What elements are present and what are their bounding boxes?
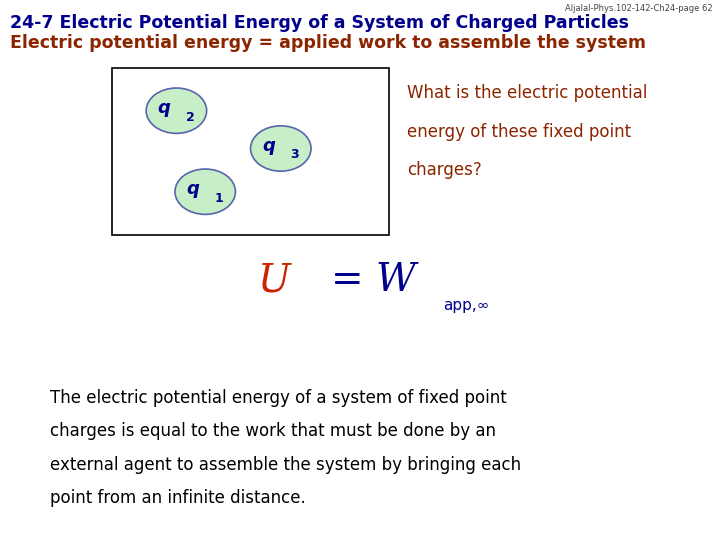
Text: charges?: charges?	[407, 161, 482, 179]
Text: point from an infinite distance.: point from an infinite distance.	[50, 489, 306, 507]
Text: q: q	[158, 99, 171, 117]
Text: Electric potential energy = applied work to assemble the system: Electric potential energy = applied work…	[10, 34, 646, 52]
Circle shape	[146, 88, 207, 133]
Circle shape	[175, 169, 235, 214]
Text: external agent to assemble the system by bringing each: external agent to assemble the system by…	[50, 456, 521, 474]
Text: 1: 1	[215, 192, 223, 205]
Circle shape	[251, 126, 311, 171]
Text: energy of these fixed point: energy of these fixed point	[407, 123, 631, 140]
Text: Aljalal-Phys.102-142-Ch24-page 62: Aljalal-Phys.102-142-Ch24-page 62	[565, 4, 713, 14]
Text: 2: 2	[186, 111, 194, 124]
Text: The electric potential energy of a system of fixed point: The electric potential energy of a syste…	[50, 389, 507, 407]
Text: 24-7 Electric Potential Energy of a System of Charged Particles: 24-7 Electric Potential Energy of a Syst…	[10, 14, 629, 31]
Text: U: U	[257, 262, 290, 299]
Text: charges is equal to the work that must be done by an: charges is equal to the work that must b…	[50, 422, 496, 440]
Text: app,∞: app,∞	[443, 298, 490, 313]
Text: q: q	[262, 137, 275, 155]
Text: 3: 3	[290, 148, 299, 161]
FancyBboxPatch shape	[112, 68, 389, 235]
Text: = W: = W	[331, 262, 416, 299]
Text: What is the electric potential: What is the electric potential	[407, 84, 647, 102]
Text: q: q	[186, 180, 199, 198]
